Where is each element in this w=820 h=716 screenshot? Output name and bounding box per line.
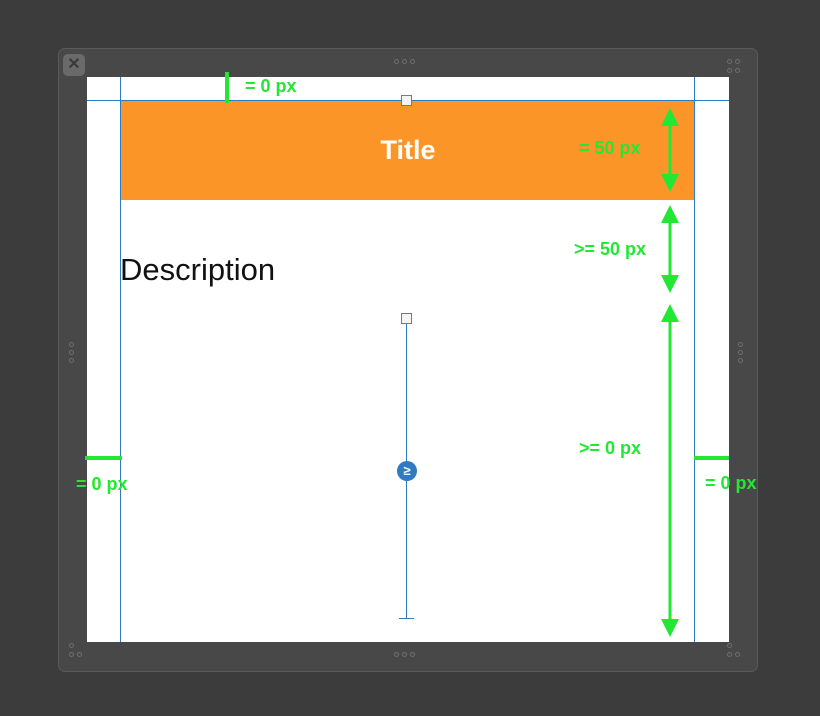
trailing-spacing-label: = 0 px xyxy=(705,473,757,493)
trailing-guide-line xyxy=(694,77,695,642)
corner-grip-bottom-right-icon[interactable] xyxy=(727,643,732,648)
description-label[interactable]: Description xyxy=(120,252,276,287)
leading-guide-line xyxy=(120,77,121,642)
corner-grip-bottom-left-icon-2[interactable] xyxy=(69,652,82,657)
left-resize-grip-icon[interactable] xyxy=(69,342,74,363)
bottom-resize-grip-icon[interactable] xyxy=(394,652,415,657)
description-to-bottom-label: >= 0 px xyxy=(579,438,642,458)
top-resize-handle[interactable] xyxy=(401,95,412,106)
top-resize-grip-icon[interactable] xyxy=(394,59,415,64)
corner-grip-top-right-icon-2[interactable] xyxy=(727,68,740,73)
title-height-label: = 50 px xyxy=(579,138,641,158)
top-spacing-label: = 0 px xyxy=(245,76,297,96)
center-resize-handle[interactable] xyxy=(401,313,412,324)
title-to-description-label: >= 50 px xyxy=(574,239,647,259)
leading-spacing-label: = 0 px xyxy=(76,474,128,494)
greater-equal-badge-icon[interactable]: ≥ xyxy=(397,461,417,481)
close-icon[interactable]: ✕ xyxy=(63,54,85,76)
center-guide-cap xyxy=(399,618,414,619)
right-resize-grip-icon[interactable] xyxy=(738,342,743,363)
corner-grip-bottom-left-icon[interactable] xyxy=(69,643,74,648)
corner-grip-bottom-right-icon-2[interactable] xyxy=(727,652,740,657)
title-label: Title xyxy=(380,135,436,165)
title-bar[interactable]: Title xyxy=(121,101,695,200)
view-canvas[interactable]: Title Description xyxy=(87,77,729,642)
corner-grip-top-right-icon[interactable] xyxy=(727,59,740,64)
